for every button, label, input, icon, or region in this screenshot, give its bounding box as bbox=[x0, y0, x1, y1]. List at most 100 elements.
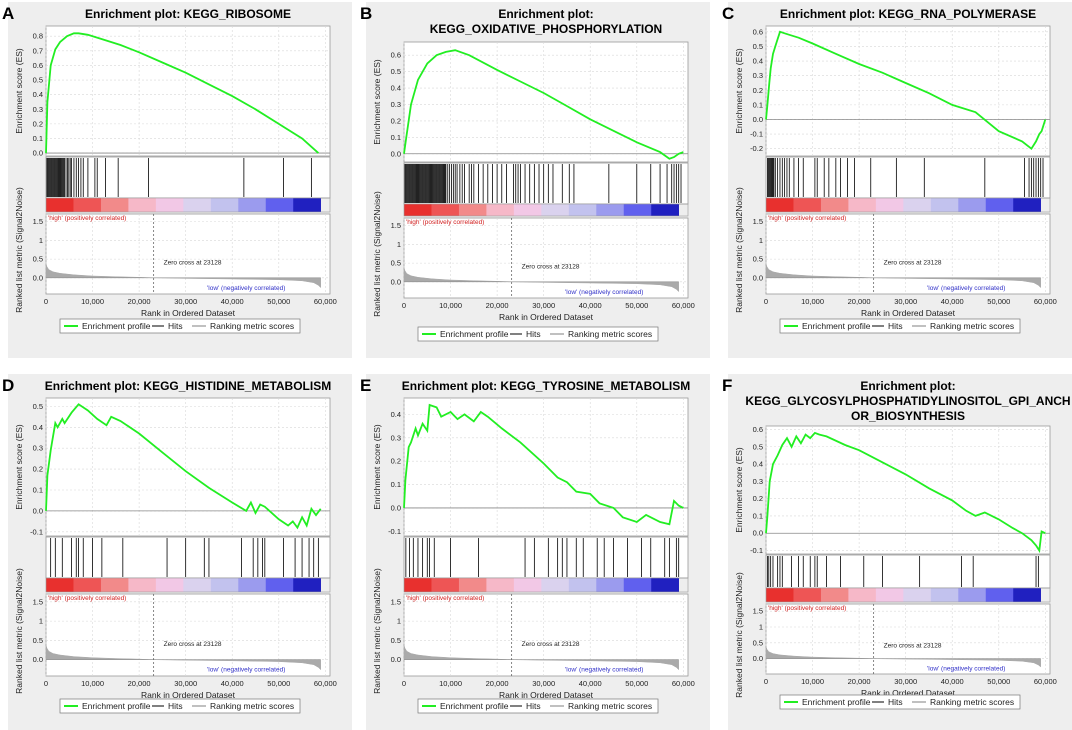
legend-box bbox=[417, 326, 659, 342]
heat-segment bbox=[265, 578, 294, 592]
x-tick-label: 60,000 bbox=[1034, 297, 1057, 306]
hits-area bbox=[403, 162, 689, 205]
x-tick-label: 0 bbox=[402, 679, 406, 688]
heat-segment bbox=[486, 204, 515, 216]
legend-metric-label: Ranking metric scores bbox=[210, 321, 294, 331]
metric-axis-title: Ranked list metric (Signal2Noise) bbox=[372, 568, 382, 694]
panel-title-line: Enrichment plot: bbox=[498, 7, 593, 21]
es-axis-title: Enrichment score (ES) bbox=[372, 59, 382, 145]
heat-segment bbox=[793, 588, 822, 602]
y-tick-label: 0.1 bbox=[391, 133, 401, 142]
metric-plot-area bbox=[765, 213, 1051, 295]
legend-box bbox=[59, 698, 301, 714]
metric-y-tick-label: 1 bbox=[759, 236, 763, 245]
legend-enrichment-label: Enrichment profile bbox=[82, 701, 151, 711]
y-tick-label: -0.1 bbox=[750, 546, 763, 555]
x-tick-label: 60,000 bbox=[314, 297, 337, 306]
enrichment-profile-line bbox=[45, 32, 320, 154]
high-correlated-label: 'high' (positively correlated) bbox=[768, 605, 846, 612]
y-tick-label: 0.0 bbox=[753, 529, 763, 538]
low-correlated-label: 'low' (negatively correlated) bbox=[565, 289, 643, 296]
enrichment-profile-line bbox=[45, 403, 322, 530]
metric-axis-title: Ranked list metric (Signal2Noise) bbox=[734, 187, 744, 313]
heat-segment bbox=[958, 198, 987, 212]
heat-segment bbox=[985, 198, 1014, 212]
panel-title-line: Enrichment plot: KEGG_RIBOSOME bbox=[85, 7, 291, 21]
y-tick-label: 0.5 bbox=[753, 442, 763, 451]
y-tick-label: 0.3 bbox=[391, 433, 401, 442]
panel-letter: E bbox=[360, 376, 371, 395]
heat-segment bbox=[596, 204, 625, 216]
heat-segment bbox=[183, 198, 212, 212]
y-tick-label: 0.7 bbox=[33, 46, 43, 55]
heat-segment bbox=[541, 204, 570, 216]
x-axis-title: Rank in Ordered Dataset bbox=[141, 690, 236, 700]
legend-metric-label: Ranking metric scores bbox=[930, 697, 1014, 707]
heat-segment bbox=[623, 578, 652, 592]
x-tick-label: 40,000 bbox=[579, 679, 602, 688]
x-tick-label: 50,000 bbox=[987, 297, 1010, 306]
metric-plot-area bbox=[403, 217, 689, 299]
y-tick-label: 0.5 bbox=[33, 402, 43, 411]
y-tick-label: 0.4 bbox=[33, 90, 43, 99]
y-tick-label: 0.1 bbox=[33, 134, 43, 143]
low-correlated-label: 'low' (negatively correlated) bbox=[207, 285, 285, 292]
heat-segment bbox=[1013, 198, 1041, 212]
x-tick-label: 40,000 bbox=[221, 297, 244, 306]
heat-segment bbox=[404, 204, 432, 216]
heat-segment bbox=[848, 588, 877, 602]
heat-segment bbox=[793, 198, 822, 212]
metric-y-tick-label: 0.5 bbox=[33, 255, 43, 264]
heat-segment bbox=[513, 204, 542, 216]
x-tick-label: 50,000 bbox=[625, 301, 648, 310]
y-tick-label: 0.2 bbox=[753, 86, 763, 95]
y-tick-label: 0.6 bbox=[753, 27, 763, 36]
metric-y-tick-label: 0.0 bbox=[33, 273, 43, 282]
y-tick-label: 0.0 bbox=[33, 506, 43, 515]
metric-y-tick-label: 0.5 bbox=[391, 636, 401, 645]
hits-area bbox=[45, 536, 331, 579]
heat-segment bbox=[766, 198, 794, 212]
legend-hits-label: Hits bbox=[168, 701, 183, 711]
y-tick-label: 0.6 bbox=[753, 425, 763, 434]
high-correlated-label: 'high' (positively correlated) bbox=[406, 595, 484, 602]
y-tick-label: 0.1 bbox=[753, 511, 763, 520]
metric-y-tick-label: 1.5 bbox=[33, 597, 43, 606]
y-tick-label: 0.0 bbox=[753, 115, 763, 124]
heat-segment bbox=[155, 198, 184, 212]
heat-segment bbox=[238, 198, 267, 212]
metric-y-tick-label: 1 bbox=[39, 617, 43, 626]
y-tick-label: -0.1 bbox=[750, 130, 763, 139]
metric-plot-area bbox=[45, 213, 331, 295]
metric-y-tick-label: 1.5 bbox=[33, 217, 43, 226]
y-tick-label: 0.0 bbox=[391, 149, 401, 158]
y-tick-label: 0.5 bbox=[753, 42, 763, 51]
panel-e: E Enrichment plot: KEGG_TYROSINE_METABOLI… bbox=[360, 374, 710, 730]
y-tick-label: 0.8 bbox=[33, 32, 43, 41]
heat-segment bbox=[1013, 588, 1041, 602]
heat-segment bbox=[210, 578, 239, 592]
legend-metric-label: Ranking metric scores bbox=[210, 701, 294, 711]
heat-segment bbox=[820, 588, 849, 602]
heat-segment bbox=[128, 578, 157, 592]
metric-y-tick-label: 1.5 bbox=[753, 607, 763, 616]
es-axis-title: Enrichment score (ES) bbox=[372, 424, 382, 510]
metric-plot-area bbox=[45, 593, 331, 677]
x-tick-label: 20,000 bbox=[848, 677, 871, 686]
metric-plot-area bbox=[765, 603, 1051, 675]
heat-segment bbox=[903, 198, 932, 212]
legend-enrichment-label: Enrichment profile bbox=[802, 321, 871, 331]
enrichment-profile-line bbox=[403, 403, 684, 526]
panel-title-line: KEGG_OXIDATIVE_PHOSPHORYLATION bbox=[430, 22, 662, 36]
zero-cross-label: Zero cross at 23128 bbox=[884, 260, 942, 267]
x-tick-label: 10,000 bbox=[801, 677, 824, 686]
metric-y-tick-label: 0.0 bbox=[391, 277, 401, 286]
metric-y-tick-label: 1.5 bbox=[753, 217, 763, 226]
x-tick-label: 60,000 bbox=[1034, 677, 1057, 686]
zero-cross-label: Zero cross at 23128 bbox=[884, 643, 942, 650]
x-tick-label: 50,000 bbox=[267, 679, 290, 688]
heat-segment bbox=[46, 578, 74, 592]
x-tick-label: 0 bbox=[44, 679, 48, 688]
low-correlated-label: 'low' (negatively correlated) bbox=[927, 666, 1005, 673]
heat-segment bbox=[651, 578, 679, 592]
